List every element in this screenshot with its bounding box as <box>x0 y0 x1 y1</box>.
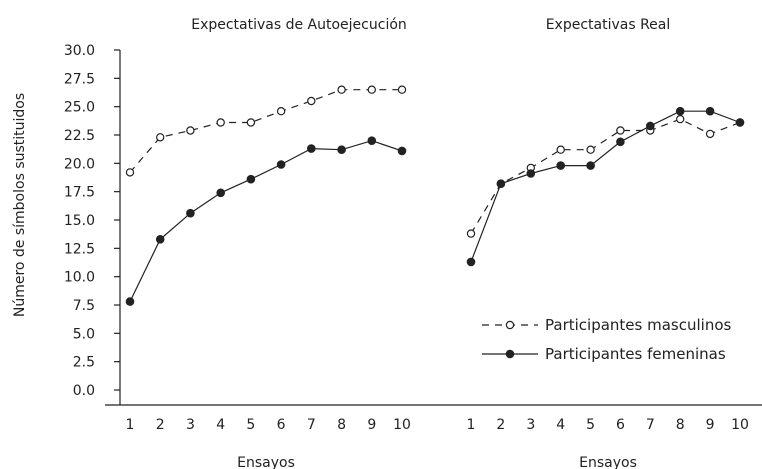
y-tick-label: 2.5 <box>73 355 95 371</box>
panel-1-series-female-point <box>367 136 377 145</box>
y-tick-label: 10.0 <box>64 270 95 286</box>
panel-1-series-female-point <box>307 144 316 153</box>
y-tick-label: 12.5 <box>64 241 95 257</box>
panel-2-series-male-point <box>586 145 595 154</box>
panel-2-x-tick-label: 1 <box>467 417 476 433</box>
panel-1-series-female-point <box>216 188 225 198</box>
legend-female-marker <box>505 349 515 359</box>
panel-1-series-male-point <box>397 85 407 94</box>
panel-1-series-female-point <box>337 145 346 154</box>
panel-2-x-tick-label: 9 <box>706 417 715 433</box>
panel-1-x-tick-label: 4 <box>216 417 225 433</box>
panel-2-series-female-point <box>705 106 715 116</box>
panel-1-series-male-point <box>246 118 256 127</box>
panel-1-x-tick-label: 9 <box>367 417 376 433</box>
panel-1-x-tick-label: 6 <box>277 417 286 433</box>
panel-1-series-male-point <box>155 133 165 142</box>
panel-1-series-female-point <box>397 146 407 156</box>
panel-2-series-male-point <box>705 129 715 139</box>
y-tick-label: 30.0 <box>64 43 95 59</box>
panel-1-title: Expectativas de Autoejecución <box>191 17 407 33</box>
panel-1-series-male-point <box>276 106 286 116</box>
y-tick-label: 25.0 <box>64 100 95 116</box>
panel-1-series-male-point <box>186 126 195 135</box>
panel-2-x-tick-label: 5 <box>586 417 595 433</box>
panel-2-x-tick-label: 4 <box>556 417 565 433</box>
panel-1-x-tick-label: 3 <box>186 417 195 433</box>
panel-1-x-tick-label: 7 <box>307 417 316 433</box>
y-tick-label: 7.5 <box>73 298 95 314</box>
panel-2-x-tick-label: 10 <box>731 417 749 433</box>
y-tick-label: 15.0 <box>64 213 95 229</box>
panel-1-x-tick-label: 5 <box>246 417 255 433</box>
panel-1-series-male-point <box>337 85 346 94</box>
panel-1-series-female-point <box>155 235 165 244</box>
panel-2-series-female-point <box>735 118 745 127</box>
panel-2-series-female-point <box>496 179 506 188</box>
panel-1-x-tick-label: 1 <box>126 417 135 433</box>
panel-2-series-female-point <box>646 121 655 131</box>
panel-1-series-female-point <box>186 208 195 218</box>
panel-1-series-male-point <box>216 118 225 127</box>
panel-2-series-male-point <box>676 114 685 124</box>
y-tick-label: 17.5 <box>64 185 95 201</box>
panel-2-series-male-point <box>616 126 625 135</box>
panel-2-series-male-point <box>466 229 476 238</box>
panel-2-x-tick-label: 7 <box>646 417 655 433</box>
panel-1-series-female-point <box>246 174 256 184</box>
panel-1-series-female-line <box>129 140 403 302</box>
panel-2-series-female-point <box>466 257 476 267</box>
panel-2-series-female-point <box>616 137 625 147</box>
panel-2-series-female-point <box>586 161 595 170</box>
panel-2-series-female-point <box>675 106 685 116</box>
panel-2-series-female-point <box>526 169 536 178</box>
panel-1-series-male-point <box>307 96 316 106</box>
panel-1-series-male-point <box>367 85 376 94</box>
legend-male-marker <box>505 320 515 330</box>
panel-2-series-male-line <box>470 118 741 234</box>
panel-2-x-tick-label: 3 <box>526 417 535 433</box>
y-tick-label: 27.5 <box>64 71 95 87</box>
y-axis-label: Número de símbolos sustituidos <box>12 93 28 317</box>
panel-2-x-tick-label: 8 <box>676 417 685 433</box>
panel-1-series-male-line <box>129 89 402 173</box>
legend: Participantes masculinos Participantes f… <box>482 316 731 363</box>
legend-male-label: Participantes masculinos <box>545 316 731 334</box>
y-tick-label: 0.0 <box>73 383 95 399</box>
panel-2-series-male-point <box>556 145 565 154</box>
panel-2-series-female-point <box>556 161 566 170</box>
panel-1-x-tick-label: 8 <box>337 417 346 433</box>
panel-1-x-tick-label: 2 <box>156 417 165 433</box>
panel-1-x-axis-label: Ensayos <box>237 455 295 469</box>
panel-2-x-tick-label: 6 <box>616 417 625 433</box>
panel-1-series-female-point <box>276 160 286 169</box>
legend-female-label: Participantes femeninas <box>545 345 726 363</box>
panel-1-x-tick-label: 10 <box>393 417 411 433</box>
y-tick-label: 22.5 <box>64 128 95 144</box>
y-tick-label: 20.0 <box>64 156 95 172</box>
panel-2-title: Expectativas Real <box>546 17 671 33</box>
panel-2-x-axis-label: Ensayos <box>579 455 637 469</box>
panel-1-series-female-point <box>125 297 135 306</box>
y-tick-label: 5.0 <box>73 326 95 342</box>
panel-2-x-tick-label: 2 <box>496 417 505 433</box>
panel-1-series-male-point <box>125 168 135 177</box>
panel-2-series-female-line <box>470 110 741 263</box>
